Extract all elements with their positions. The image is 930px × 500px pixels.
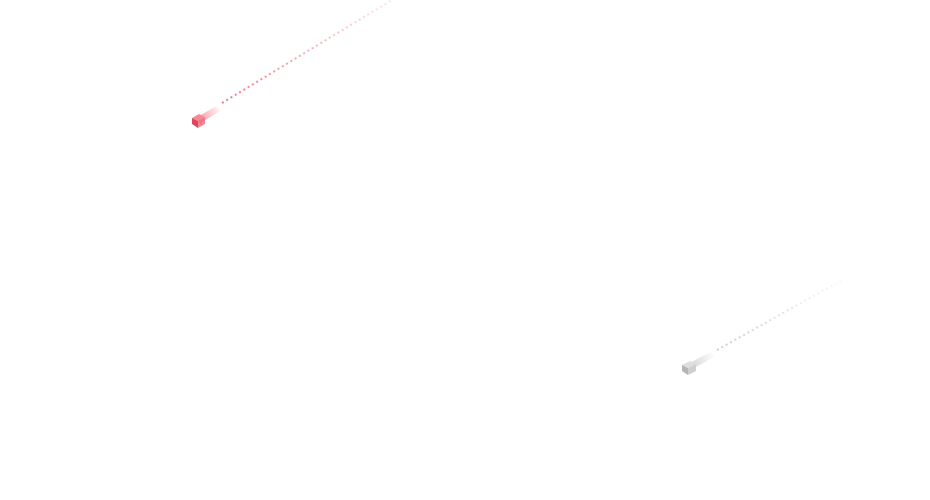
red-block-front — [192, 118, 198, 128]
gray-block-top — [682, 361, 696, 368]
red-block-side — [198, 117, 205, 128]
gray-block-front — [682, 365, 688, 375]
gray-shooting-block — [682, 279, 843, 375]
red-dotted-trail — [221, 0, 393, 104]
red-shooting-block — [192, 0, 393, 128]
red-block-top — [192, 114, 205, 121]
gray-block-side — [688, 364, 696, 375]
gray-dotted-trail — [716, 279, 843, 351]
